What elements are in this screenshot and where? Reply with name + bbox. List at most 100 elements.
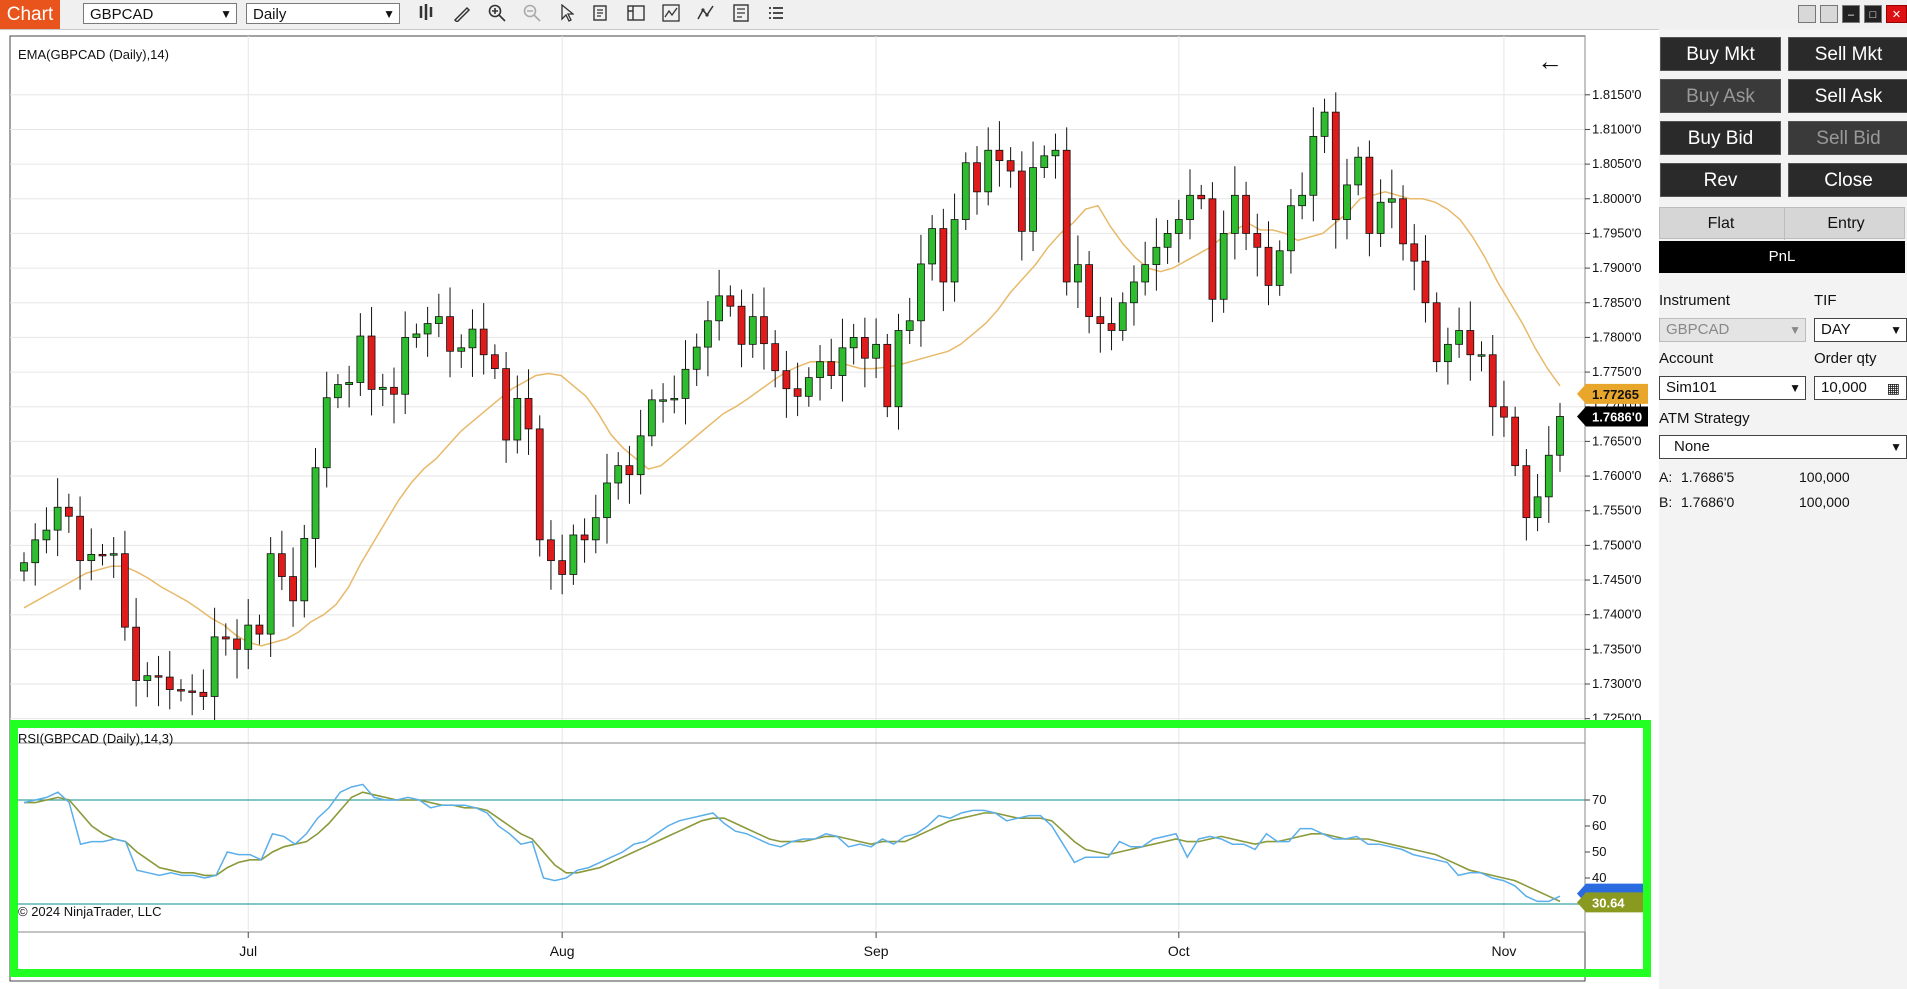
price-tick-label: 1.7800'0 (1592, 329, 1641, 344)
candle (1118, 292, 1127, 341)
drawing-tool-icon[interactable] (451, 4, 473, 24)
chart-tab[interactable]: Chart (0, 0, 60, 29)
maximize-icon[interactable]: □ (1864, 5, 1882, 23)
buy-bid-button[interactable]: Buy Bid (1660, 121, 1781, 155)
candle-body-down (1331, 111, 1340, 220)
candle (973, 146, 981, 215)
candle-body-down (1421, 260, 1430, 304)
candle-body-up (300, 538, 309, 602)
candle (1197, 184, 1206, 210)
candle (1365, 140, 1374, 257)
candle-body-up (748, 316, 757, 345)
indicators-icon[interactable] (660, 4, 682, 24)
candle-body-down (1488, 354, 1497, 408)
candle (1399, 185, 1407, 261)
interval-selector[interactable]: Daily ▼ (246, 3, 400, 24)
pointer-icon[interactable] (556, 3, 578, 24)
candle (591, 494, 600, 554)
candle (401, 311, 410, 415)
candle (1410, 224, 1419, 291)
templates-icon[interactable] (730, 4, 752, 24)
candle (1141, 241, 1150, 296)
candle-body-up (1544, 454, 1553, 498)
candle-body-down (558, 560, 567, 575)
price-tick-label: 1.7900'0 (1592, 260, 1641, 275)
candle-body-up (322, 397, 331, 469)
ema-price-marker-text: 1.77265 (1592, 387, 1639, 402)
sell-mkt-button[interactable]: Sell Mkt (1788, 37, 1907, 71)
order-qty-input[interactable]: 10,000 ▦ (1814, 376, 1907, 400)
candle-body-up (838, 347, 847, 376)
instrument-selector[interactable]: GBPCAD ▼ (83, 3, 237, 24)
candle (1107, 297, 1116, 351)
candle-body-down (98, 553, 107, 557)
arrow-left-icon[interactable]: ← (1537, 46, 1563, 76)
buy-ask-button[interactable]: Buy Ask (1660, 79, 1781, 113)
candle (928, 215, 937, 281)
candle (1096, 296, 1105, 353)
chart-canvas[interactable]: 1.8150'0 1.8100'0 1.8050'0 1.8000'0 1.7950'0… (0, 30, 1659, 989)
close-icon[interactable]: ✕ (1886, 5, 1907, 23)
candle-body-up (20, 562, 28, 572)
price-tick-label: 1.8150'0 (1592, 87, 1641, 102)
list-icon[interactable] (765, 4, 787, 24)
instrument-field[interactable]: GBPCAD ▼ (1659, 318, 1806, 342)
candle-body-up (1040, 155, 1049, 168)
account-select[interactable]: Sim101 ▼ (1659, 376, 1806, 400)
candle-body-up (1320, 111, 1329, 137)
candle-body-up (378, 386, 387, 390)
candle-body-down (1522, 465, 1531, 519)
position-flat: Flat (1707, 215, 1735, 232)
candle (31, 523, 40, 586)
tif-select[interactable]: DAY ▼ (1814, 318, 1907, 342)
candle (109, 537, 118, 578)
candle (468, 309, 477, 377)
data-box-icon[interactable] (590, 4, 612, 24)
candle-body-down (367, 335, 376, 390)
candle-body-up (670, 398, 679, 401)
candle (121, 530, 129, 641)
zoom-out-icon[interactable] (521, 4, 543, 24)
rsi-indicator-label: RSI(GBPCAD (Daily),14,3) (18, 731, 174, 746)
candle (1174, 199, 1183, 263)
tile-icon[interactable] (1820, 5, 1838, 23)
restore-icon[interactable] (1798, 5, 1816, 23)
sell-bid-button[interactable]: Sell Bid (1788, 121, 1907, 155)
minimize-icon[interactable]: – (1842, 5, 1860, 23)
candle-body-down (121, 553, 129, 628)
instrument-label: Instrument (1659, 292, 1730, 309)
candle-body-up (42, 529, 51, 541)
candle (737, 289, 746, 368)
sell-ask-button[interactable]: Sell Ask (1788, 79, 1907, 113)
price-tick-label: 1.7300'0 (1592, 676, 1641, 691)
candle (479, 303, 488, 375)
candle (322, 371, 331, 488)
candle (1343, 158, 1351, 240)
candle (995, 121, 1004, 187)
close-button[interactable]: Close (1788, 163, 1907, 197)
position-status-bar: Flat Entry (1659, 207, 1905, 240)
candle (950, 193, 959, 302)
properties-icon[interactable] (625, 4, 647, 24)
interval-selector-value: Daily (253, 6, 287, 23)
atm-strategy-select[interactable]: None ▼ (1659, 435, 1907, 459)
strategies-icon[interactable] (695, 4, 717, 24)
candle-body-up (704, 320, 712, 348)
instrument-field-value: GBPCAD (1666, 321, 1730, 338)
rev-button[interactable]: Rev (1660, 163, 1781, 197)
candle-body-up (1354, 156, 1363, 186)
candle-body-down (446, 316, 454, 352)
buy-mkt-button[interactable]: Buy Mkt (1660, 37, 1781, 71)
price-tick-label: 1.8100'0 (1592, 121, 1641, 136)
rsi-avg-marker: 30.64 (1577, 892, 1648, 913)
zoom-in-icon[interactable] (486, 4, 508, 24)
candle (1230, 166, 1239, 260)
candle-body-down (995, 149, 1004, 162)
candle-body-up (1533, 496, 1542, 519)
calculator-icon[interactable]: ▦ (1886, 380, 1900, 396)
price-tick-label: 1.8000'0 (1592, 191, 1641, 206)
bar-style-icon[interactable] (416, 4, 438, 24)
candle (704, 301, 712, 377)
candle-body-up (244, 624, 253, 650)
candle (210, 607, 219, 723)
